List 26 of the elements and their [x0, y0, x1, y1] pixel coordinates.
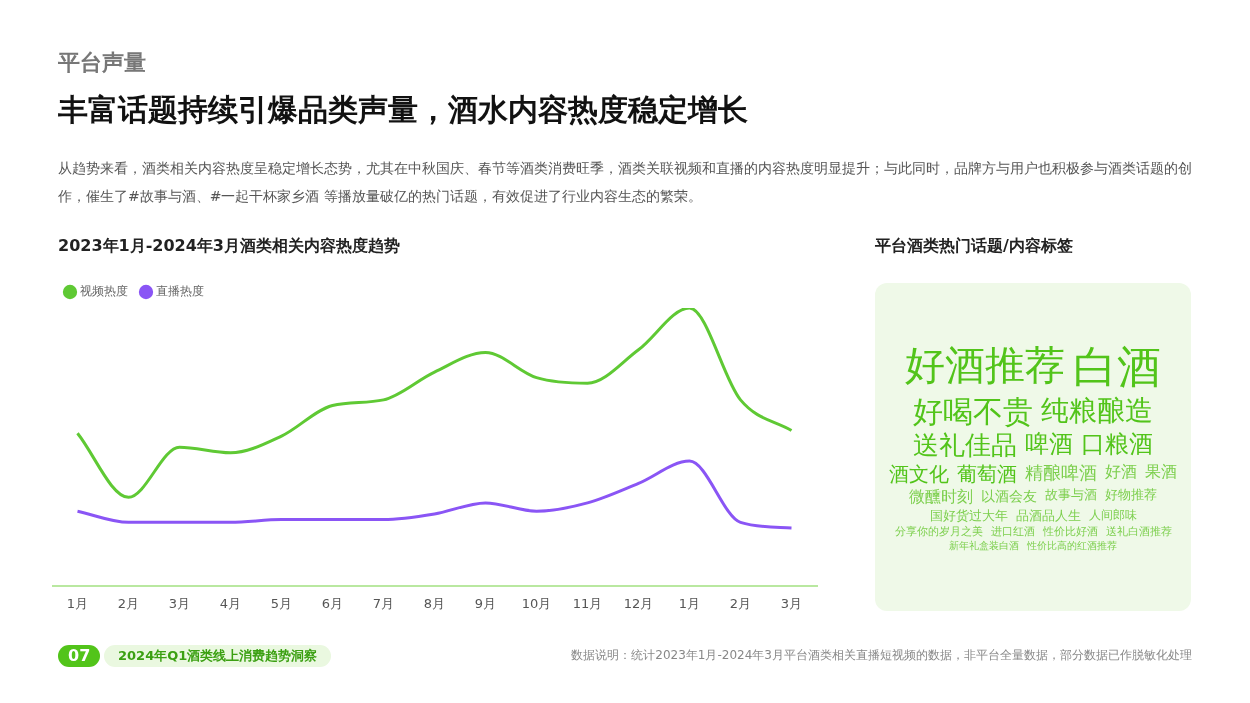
legend-label: 视频热度 — [80, 284, 128, 299]
x-tick-label: 10月 — [521, 595, 552, 611]
text: 平台声量 — [58, 49, 146, 77]
x-tick-label: 8月 — [423, 595, 446, 611]
x-tick-label: 3月 — [168, 595, 191, 611]
x-tick-label: 4月 — [219, 595, 242, 611]
text: 丰富话题持续引爆品类声量，酒水内容热度稳定增长 — [58, 91, 748, 129]
x-tick-label: 11月 — [572, 595, 603, 611]
text: 2024年Q1酒类线上消费趋势洞察 — [104, 645, 332, 667]
x-tick-label: 7月 — [372, 595, 395, 611]
x-tick-label: 5月 — [270, 595, 293, 611]
x-tick-label: 3月 — [780, 595, 803, 611]
text: 数据说明：统计2023年1月-2024年3月平台酒类相关直播短视频的数据，非平台全量数据，部分数据已作脱敏化处理 — [571, 647, 1192, 664]
x-tick-label: 1月 — [66, 595, 89, 611]
text: 07 — [58, 645, 101, 667]
x-tick-label: 1月 — [678, 595, 701, 611]
legend-label: 直播热度 — [156, 284, 204, 299]
x-tick-label: 2月 — [729, 595, 752, 611]
word-cloud: 好酒推荐 白酒 好喝不贵 纯粮酿造 送礼佳品 啤酒 口粮酒 酒文化 葡萄酒 精酿啤酒 好酒 果酒 微醺时刻 以酒会友 故事与酒 好物推荐 国好货过大年 品酒品人生 人间郎味 分享你的岁月之美 进口红酒 性价比好酒 送礼白酒推荐 新年礼盒装白酒 性价比高的红酒推荐 — [875, 283, 1191, 611]
x-tick-label: 12月 — [623, 595, 654, 611]
text: 从趋势来看，酒类相关内容热度呈稳定增长态势，尤其在中秋国庆、春节等酒类消费旺季，酒类关联视频和直播的内容热度明显提升；与此同时，品牌方与用户也积极参与酒类话题的创作，催生了#故事与酒、#一起干杯家乡酒 等播放量破亿的热门话题，有效促进了行业内容生态的繁荣。 — [58, 159, 1193, 206]
x-tick-label: 9月 — [474, 595, 497, 611]
text: 平台酒类热门话题/内容标签 — [875, 236, 1073, 257]
chart-title: 2023年1月-2024年3月酒类相关内容热度趋势 — [58, 236, 400, 257]
x-tick-label: 2月 — [117, 595, 140, 611]
x-tick-label: 6月 — [321, 595, 344, 611]
